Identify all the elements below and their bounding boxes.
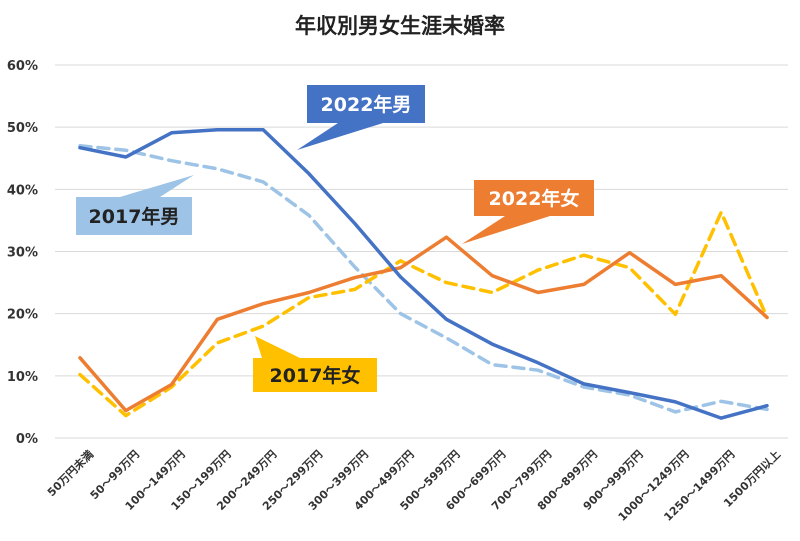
y-tick-label: 50% (7, 121, 38, 136)
series-callout: 2022年女 (462, 180, 594, 244)
series-callout: 2017年男 (76, 175, 194, 235)
series-label: 2017年男 (89, 205, 180, 228)
series-label: 2017年女 (270, 364, 361, 387)
x-axis-ticks: 50万円未満50～99万円100～149万円150～199万円200～249万円… (44, 447, 783, 524)
series-line (78, 235, 769, 413)
y-axis-ticks: 0% 10% 20% 30% 40% 50% 60% (7, 59, 38, 447)
series-callouts: 2022年男 2017年男 2022年女 2017年女 (76, 85, 594, 392)
y-tick-label: 0% (16, 432, 38, 447)
chart-title: 年収別男女生涯未婚率 (295, 14, 505, 38)
series-label: 2022年女 (489, 187, 580, 210)
series-line (78, 127, 769, 420)
series-line (78, 210, 769, 418)
y-tick-label: 10% (7, 370, 38, 385)
y-tick-label: 30% (7, 246, 38, 261)
series-line (78, 144, 769, 414)
y-tick-label: 60% (7, 59, 38, 74)
y-tick-label: 40% (7, 183, 38, 198)
series-lines (78, 127, 769, 420)
series-callout: 2017年女 (253, 336, 377, 392)
y-tick-label: 20% (7, 308, 38, 323)
series-label: 2022年男 (321, 93, 412, 116)
series-callout: 2022年男 (297, 85, 425, 150)
